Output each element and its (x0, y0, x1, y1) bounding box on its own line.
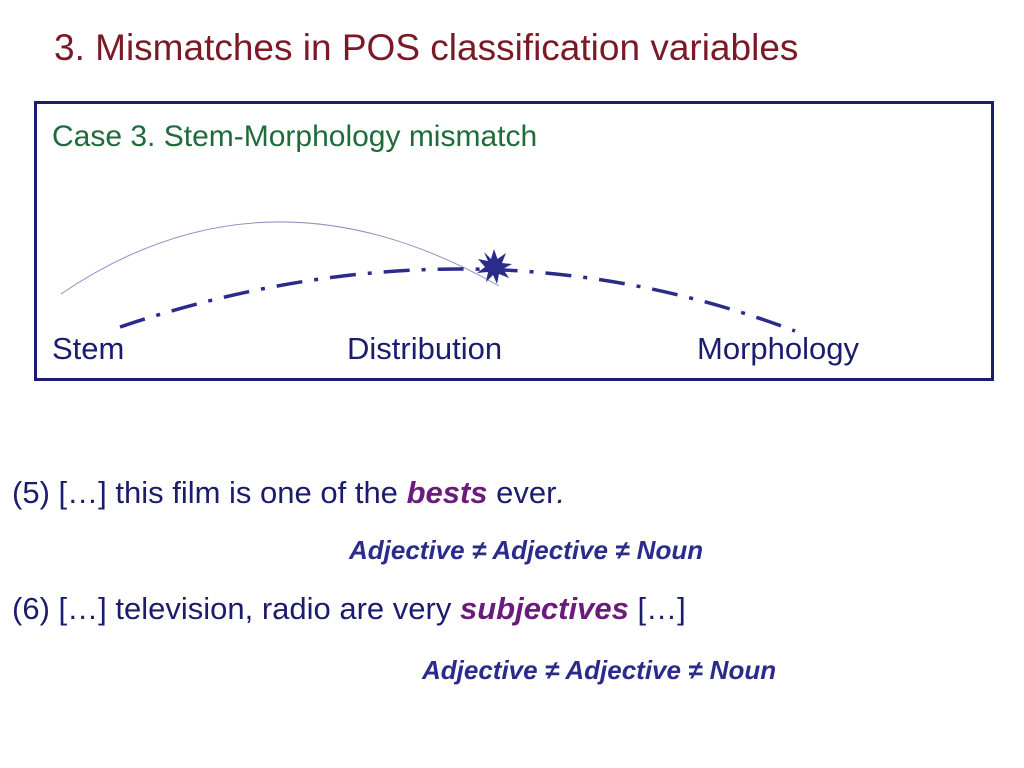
example-5-gloss: Adjective ≠ Adjective ≠ Noun (349, 535, 704, 565)
arc-diagram (60, 221, 796, 333)
node-distribution: Distribution (347, 331, 503, 366)
case-heading: Case 3. Stem-Morphology mismatch (52, 120, 538, 153)
example-keyword: bests (406, 475, 488, 510)
example-5: (5) […] this film is one of the bests ev… (12, 475, 566, 510)
example-6-gloss: Adjective ≠ Adjective ≠ Noun (422, 655, 777, 685)
example-end: . (556, 475, 566, 510)
node-stem: Stem (52, 331, 125, 366)
example-text-after: […] (637, 591, 686, 626)
example-text: […] television, radio are very (58, 591, 452, 626)
example-text: […] this film is one of the (58, 475, 398, 510)
example-number: (5) (12, 475, 50, 510)
stem-distribution-thin-arc (60, 221, 500, 295)
starburst-icon (477, 249, 512, 284)
example-number: (6) (12, 591, 50, 626)
stem-morphology-dashed-arc (119, 267, 796, 333)
node-morphology: Morphology (697, 331, 859, 366)
case-box: Case 3. Stem-Morphology mismatch Stem Di… (34, 101, 994, 381)
example-6: (6) […] television, radio are very subje… (12, 591, 686, 626)
example-text-after: ever (496, 475, 557, 510)
page-title: 3. Mismatches in POS classification vari… (54, 27, 799, 68)
example-keyword: subjectives (459, 591, 629, 626)
